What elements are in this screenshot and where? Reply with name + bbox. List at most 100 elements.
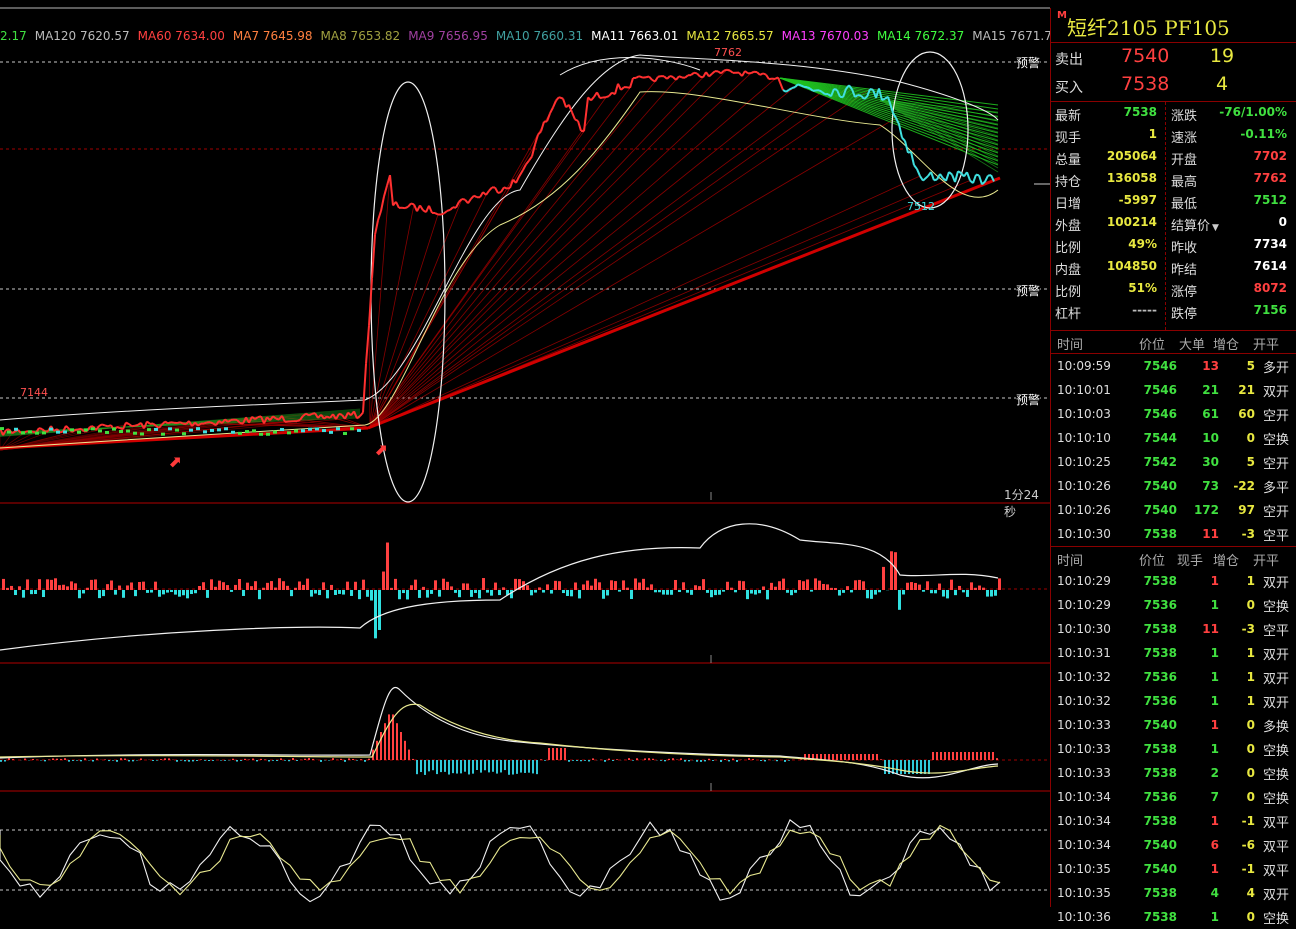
price-chart[interactable] (0, 0, 1050, 907)
order-price: 7546 (1137, 359, 1177, 373)
macd-bar (92, 760, 94, 761)
price-candle (7, 431, 11, 434)
price-candle (168, 422, 171, 423)
dropdown-icon[interactable]: ▼ (1212, 223, 1219, 233)
price-candle (606, 96, 609, 97)
ellipse-marker (371, 82, 445, 502)
volume-bar (582, 584, 585, 590)
price-candle (366, 326, 369, 364)
macd-bar (540, 759, 542, 760)
macd-bar (64, 758, 66, 760)
price-candle (766, 75, 769, 80)
volume-bar (238, 579, 241, 590)
volume-bar (878, 590, 881, 592)
volume-bar (314, 590, 317, 594)
macd-bar (360, 759, 362, 760)
price-candle (946, 172, 949, 181)
tick-volume: 1 (1179, 598, 1219, 612)
macd-bar (384, 723, 386, 760)
volume-bar (278, 578, 281, 590)
price-candle (507, 188, 510, 189)
macd-bar (244, 759, 246, 760)
price-candle (547, 113, 550, 121)
volume-bar (442, 579, 445, 590)
tick-price: 7538 (1137, 766, 1177, 780)
macd-bar (684, 760, 686, 762)
tick-time: 10:10:31 (1057, 646, 1111, 660)
volume-bar (978, 586, 981, 590)
macd-bar (52, 758, 54, 760)
price-candle (171, 422, 174, 423)
macd-bar (104, 759, 106, 760)
volume-bar (870, 590, 873, 599)
stat-value: 7702 (1254, 149, 1287, 163)
volume-bar (494, 583, 497, 590)
macd-bar (732, 759, 734, 760)
price-candle (685, 75, 688, 78)
macd-bar (948, 752, 950, 760)
macd-bar (304, 759, 306, 760)
volume-bar (530, 590, 533, 595)
volume-bar (614, 581, 617, 590)
price-candle (858, 95, 861, 96)
macd-bar (680, 758, 682, 760)
volume-bar (482, 578, 485, 590)
volume-bar (194, 590, 197, 593)
band-lower (0, 92, 998, 448)
price-candle (99, 424, 102, 426)
arc-marker (560, 58, 700, 76)
tick-open-interest-change: 1 (1217, 694, 1255, 708)
tick-price: 7538 (1137, 910, 1177, 924)
volume-bar (2, 579, 5, 590)
tick-volume: 7 (1179, 790, 1219, 804)
fan-line (370, 97, 559, 428)
volume-bar (262, 588, 265, 590)
volume-bar (170, 590, 173, 592)
col-add: 增仓 (1213, 334, 1239, 353)
volume-bar (478, 590, 481, 598)
order-price: 7540 (1137, 503, 1177, 517)
tick-volume: 6 (1179, 838, 1219, 852)
volume-bar (18, 586, 21, 590)
stat-value: 100214 (1107, 215, 1157, 229)
fan-line (370, 84, 798, 428)
price-candle (730, 71, 733, 73)
ask-row[interactable]: 卖出 7540 19 (1051, 43, 1296, 71)
volume-bar (526, 585, 529, 590)
stat-label: 跌停 (1171, 303, 1197, 322)
instrument-title[interactable]: 短纤2105 PF105 (1067, 12, 1230, 41)
volume-bar (42, 590, 45, 597)
macd-bar (80, 760, 82, 761)
order-time: 10:10:26 (1057, 503, 1111, 517)
volume-bar (378, 590, 381, 630)
bid-row[interactable]: 买入 7538 4 (1051, 71, 1296, 99)
volume-bar (650, 584, 653, 590)
